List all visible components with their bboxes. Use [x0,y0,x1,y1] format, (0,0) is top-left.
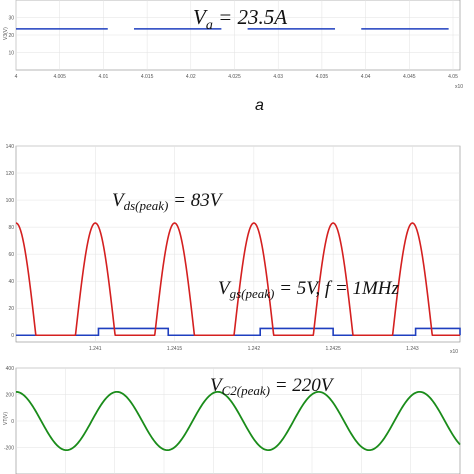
x-tick-label: 4.02 [186,74,196,80]
chart-b-annotation-vgs: Vgs(peak) = 5V, f = 1MHz [218,278,400,301]
vds-line [15,222,460,337]
chart-a: 30 20 10 4 4.005 4.01 4.015 4.02 4.025 4.03 4.035… [3,0,463,90]
x-tick-label: 4.005 [53,74,66,80]
chart-c-gridlines [16,367,460,474]
vgs-line [16,327,461,337]
y-tick-label: 400 [6,366,15,372]
y-tick-label: 0 [11,419,14,425]
chart-a-annotation: Va = 23.5A [193,5,287,33]
x-tick-label: 1.241 [89,346,102,352]
y-tick-label: 20 [8,306,14,312]
x-tick-label: 4.01 [99,74,109,80]
x-tick-label: 4.05 [448,74,458,80]
chart-a-y-ticks: 30 20 10 [8,16,14,57]
x-tick-label: 4 [15,74,18,80]
x-tick-label: 4.03 [273,74,283,80]
y-tick-label: 60 [8,252,14,258]
x-tick-label: 4.025 [228,74,241,80]
y-tick-label: 30 [8,16,14,22]
y-tick-label: -200 [4,446,14,452]
y-tick-label: 200 [6,393,15,399]
caption-a: a [255,97,264,114]
chart-b-exponent: x10 [450,349,458,355]
chart-a-x-ticks: 4 4.005 4.01 4.015 4.02 4.025 4.03 4.035 4.04 4.0… [15,74,458,80]
y-tick-label: 100 [6,198,15,204]
x-tick-label: 1.2415 [167,346,183,352]
chart-c: 400 200 0 -200 VT(V) VC2(peak) = 220V [3,366,461,474]
chart-c-annotation: VC2(peak) = 220V [210,375,335,398]
chart-a-gridlines [15,0,460,70]
chart-a-exponent: x10 [455,84,463,90]
x-tick-label: 4.035 [316,74,329,80]
chart-c-series-vc2 [15,390,461,452]
y-tick-label: 80 [8,225,14,231]
chart-b-gridlines [16,145,460,342]
chart-c-y-ticks: 400 200 0 -200 [4,366,14,452]
chart-b-annotation-vds: Vds(peak) = 83V [112,190,224,213]
x-tick-label: 4.015 [141,74,154,80]
chart-b-series-vgs [16,327,461,337]
x-tick-label: 4.04 [361,74,371,80]
chart-b: 140 120 100 80 60 40 20 0 1.241 1.2415 1.242 1.242… [6,144,461,355]
x-tick-label: 1.243 [406,346,419,352]
chart-b-series-vds [15,222,460,337]
vc2-line [15,390,461,452]
y-tick-label: 140 [6,144,15,150]
y-tick-label: 10 [8,51,14,57]
chart-b-y-ticks: 140 120 100 80 60 40 20 0 [6,144,15,339]
x-tick-label: 4.045 [403,74,416,80]
chart-c-ylabel: VT(V) [3,412,9,425]
y-tick-label: 0 [11,333,14,339]
chart-b-plot-area [15,145,461,343]
x-tick-label: 1.242 [248,346,261,352]
x-tick-label: 1.2425 [325,346,341,352]
chart-b-x-ticks: 1.241 1.2415 1.242 1.2425 1.243 [89,346,419,352]
y-tick-label: 120 [6,171,15,177]
chart-a-ylabel: V3(V) [3,27,9,40]
y-tick-label: 40 [8,279,14,285]
y-tick-label: 20 [8,33,14,39]
